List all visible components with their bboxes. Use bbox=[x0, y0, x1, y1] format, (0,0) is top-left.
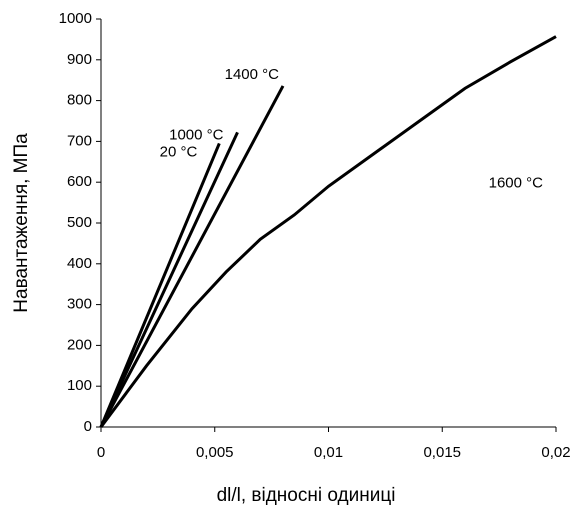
y-tick-label: 400 bbox=[67, 255, 92, 272]
line bbox=[99, 85, 285, 428]
line bbox=[99, 142, 221, 428]
y-tick-label: 100 bbox=[67, 377, 92, 394]
y-tick-label: 900 bbox=[67, 51, 92, 68]
y-tick-label: 0 bbox=[84, 418, 92, 435]
y-tick-label: 800 bbox=[67, 92, 92, 109]
x-tick-label: 0,01 bbox=[314, 444, 343, 461]
series-label: 1600 °C bbox=[489, 175, 544, 192]
series-label: 1400 °C bbox=[225, 66, 280, 83]
x-tick-label: 0,005 bbox=[196, 444, 234, 461]
y-tick-label: 600 bbox=[67, 173, 92, 190]
y-tick-label: 700 bbox=[67, 132, 92, 149]
y-tick-label: 1000 bbox=[59, 10, 92, 27]
series-label: 20 °C bbox=[160, 143, 198, 160]
series-label: 1000 °C bbox=[169, 126, 224, 143]
x-axis-title: dl/l, відносні одиниці bbox=[217, 485, 396, 506]
y-tick-label: 300 bbox=[67, 296, 92, 313]
x-tick-label: 0,02 bbox=[541, 444, 570, 461]
line bbox=[99, 35, 557, 428]
x-tick-label: 0,015 bbox=[423, 444, 461, 461]
line bbox=[99, 131, 239, 428]
y-tick-label: 500 bbox=[67, 214, 92, 231]
x-tick-label: 0 bbox=[97, 444, 105, 461]
y-axis-title: Навантаження, МПа bbox=[11, 133, 32, 313]
y-tick-label: 200 bbox=[67, 336, 92, 353]
